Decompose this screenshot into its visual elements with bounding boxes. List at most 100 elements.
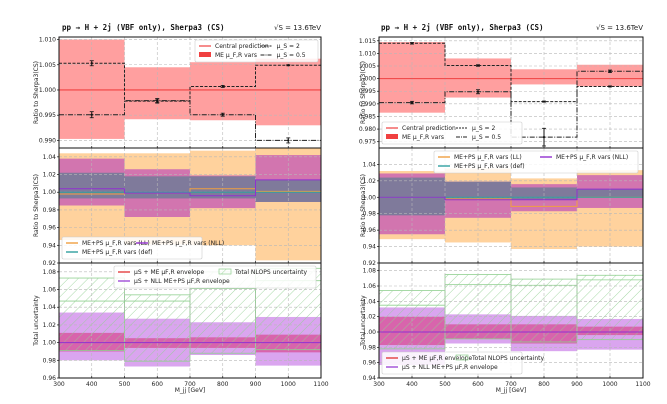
data-point (542, 100, 546, 103)
y-tick-label: 1.005 (39, 62, 56, 69)
y-tick-label: 1.005 (359, 63, 376, 70)
y-tick-label: 1.04 (43, 154, 57, 161)
y-tick-label: 0.990 (359, 101, 376, 108)
legend: μS + ME μF,R envelope μS + NLL ME+PS μF,R… (381, 351, 545, 375)
step-line--_s-2 (59, 62, 321, 102)
y-tick-label: 0.92 (363, 260, 377, 267)
legend-label: Central prediction (402, 125, 456, 132)
x-tick-label: 700 (505, 381, 517, 388)
y-tick-label: 1.04 (363, 161, 377, 168)
y-tick-label: 1.06 (43, 287, 57, 294)
plot-area (379, 37, 643, 148)
data-point (90, 62, 93, 65)
right-energy-label: √S = 13.6TeV (596, 24, 643, 32)
y-tick-label: 0.98 (43, 357, 57, 364)
left-x-axis-label: M_jj [GeV] (175, 387, 206, 394)
data-point (608, 70, 612, 73)
data-point (287, 64, 290, 67)
x-tick-label: 800 (217, 381, 229, 388)
data-point (221, 113, 224, 116)
x-tick-label: 1000 (602, 381, 617, 388)
y-tick-label: 1.015 (359, 38, 376, 45)
legend-label: ME μ_F,R vars (215, 52, 257, 59)
y-tick-label: 0.975 (359, 139, 376, 146)
data-point (410, 101, 414, 104)
step-line-me-ps-_f-r-vars-nll- (59, 179, 321, 197)
y-tick-label: 1.02 (363, 314, 377, 321)
legend-box (381, 351, 523, 375)
subplot-total-uncertainty: 0.94 0.96 0.98 1.00 1.02 1.04 1.06 1.08 300 400 50… (360, 262, 651, 388)
x-tick-label: 300 (53, 381, 65, 388)
data-point (287, 139, 290, 142)
y-tick-label: 0.94 (363, 244, 377, 251)
y-tick-label: 1.02 (363, 178, 377, 185)
x-tick-label: 900 (571, 381, 583, 388)
legend-label: Central prediction (215, 43, 269, 50)
y-axis-label: Ratio to Sherpa3(CS) (33, 174, 40, 237)
subplot-me-ps-variations: 0.92 0.94 0.96 0.98 1.00 1.02 1.04 Ratio to She… (360, 147, 644, 267)
y-tick-label: 0.980 (359, 126, 376, 133)
legend-swatch (199, 52, 211, 57)
left-title: pp → H + 2j (VBF only), Sherpa3 (CS) (62, 23, 225, 32)
y-tick-label: 1.000 (359, 76, 376, 83)
legend-box (194, 39, 319, 63)
legend-label: ME+PS μ_F,R vars (NLL) (556, 154, 628, 161)
data-point (156, 99, 159, 102)
y-tick-label: 1.00 (363, 329, 377, 336)
y-tick-label: 0.96 (363, 227, 377, 234)
legend-label: μ_S = 0.5 (277, 52, 306, 59)
y-tick-label: 1.02 (43, 322, 57, 329)
y-tick-label: 0.98 (363, 344, 377, 351)
right-x-axis-label: M_jj [GeV] (496, 387, 527, 394)
data-point (476, 90, 480, 93)
plot-area (59, 37, 321, 148)
y-tick-label: 0.96 (43, 225, 57, 232)
x-tick-label: 500 (119, 381, 131, 388)
band-me-_f-r-vars (190, 62, 256, 121)
y-axis-label: Ratio to Sherpa3(CS) (33, 61, 40, 124)
legend: Central prediction ME μ_F,R vars μ_S = 2 μ_… (381, 121, 523, 145)
x-tick-label: 700 (184, 381, 196, 388)
legend: Central prediction ME μ_F,R vars μ_S = 2 μ_… (194, 39, 319, 63)
y-tick-label: 0.98 (363, 211, 377, 218)
y-tick-label: 0.995 (39, 112, 56, 119)
legend-label: ME+PS μ_F,R vars (def) (82, 249, 153, 256)
y-tick-label: 0.98 (43, 207, 57, 214)
step-line--_s-2 (379, 42, 643, 103)
legend-label: μS + ME μF,R envelope (402, 355, 472, 362)
y-tick-label: 1.00 (43, 340, 57, 347)
legend-swatch (218, 268, 232, 275)
y-axis-label: Total uncertainty (360, 295, 367, 347)
subplot-me-variations: 0.975 0.980 0.985 0.990 0.995 1.000 1.005 1.010… (359, 36, 644, 149)
subplot-total-uncertainty: 0.96 0.98 1.00 1.02 1.04 1.06 1.08 300 400 500 600… (33, 262, 329, 388)
legend-swatch (455, 354, 469, 361)
y-tick-label: 0.94 (363, 375, 377, 382)
right-figure-panel: pp → H + 2j (VBF only), Sherpa3 (CS) √S … (359, 23, 651, 394)
x-tick-label: 800 (538, 381, 550, 388)
band-def (190, 176, 256, 199)
legend-label: Total NLOPS uncertainty (234, 269, 308, 276)
y-axis-label: Ratio to Sherpa3(CS) (360, 174, 367, 237)
y-tick-label: 0.96 (43, 375, 57, 382)
x-tick-label: 400 (86, 381, 98, 388)
step-line--_s-0-5 (379, 70, 643, 138)
y-axis-label: Total uncertainty (33, 295, 40, 347)
left-figure-panel: pp → H + 2j (VBF only), Sherpa3 (CS) √S … (33, 23, 329, 394)
data-point (90, 113, 93, 116)
legend-label: ME+PS μ_F,R vars (NLL) (152, 240, 224, 247)
legend-label: Total NLOPS uncertainty (471, 355, 545, 362)
band-me-_f-r-vars (511, 69, 577, 85)
data-point (542, 136, 546, 139)
x-tick-label: 1100 (635, 381, 650, 388)
y-tick-label: 1.08 (363, 268, 377, 275)
x-tick-label: 1000 (281, 381, 296, 388)
legend-label: μ_S = 0.5 (472, 134, 501, 141)
legend-box (433, 150, 639, 174)
legend-label: μS + NLL ME+PS μF,R envelope (402, 364, 498, 371)
subplot-me-ps-variations: 0.92 0.94 0.96 0.98 1.00 1.02 1.04 Ratio to She… (33, 147, 322, 267)
legend-box (113, 265, 317, 289)
y-tick-label: 1.00 (363, 194, 377, 201)
legend-label: μ_S = 2 (472, 125, 495, 132)
x-tick-label: 600 (472, 381, 484, 388)
